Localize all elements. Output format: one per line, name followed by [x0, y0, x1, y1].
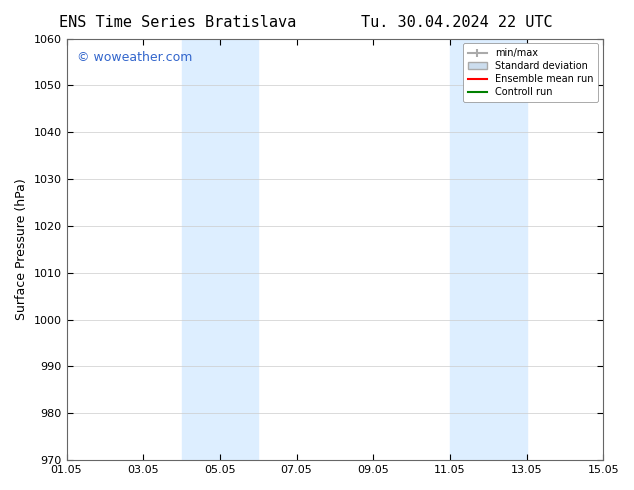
- Text: ENS Time Series Bratislava: ENS Time Series Bratislava: [59, 15, 296, 30]
- Text: © woweather.com: © woweather.com: [77, 51, 193, 64]
- Bar: [181, 39, 258, 460]
- Y-axis label: Surface Pressure (hPa): Surface Pressure (hPa): [15, 178, 28, 320]
- Bar: [450, 39, 526, 460]
- Text: Tu. 30.04.2024 22 UTC: Tu. 30.04.2024 22 UTC: [361, 15, 552, 30]
- Legend: min/max, Standard deviation, Ensemble mean run, Controll run: min/max, Standard deviation, Ensemble me…: [463, 44, 598, 102]
